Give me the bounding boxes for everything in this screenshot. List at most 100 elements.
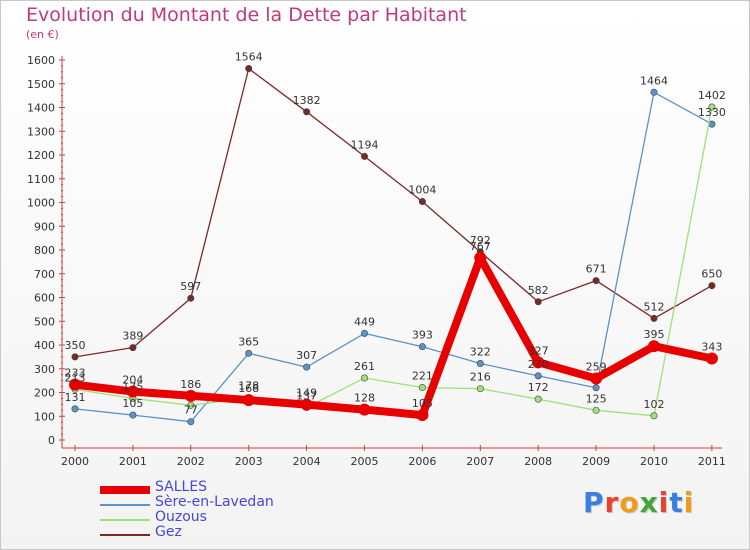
y-tick-label: 1500 [27, 78, 55, 91]
x-tick-label: 2002 [177, 455, 205, 468]
data-label: 102 [644, 398, 665, 411]
data-point [534, 372, 542, 380]
data-point [184, 389, 197, 402]
data-point [708, 103, 716, 111]
data-point [416, 409, 429, 422]
data-label: 233 [65, 367, 86, 380]
x-tick-label: 2010 [640, 455, 668, 468]
y-tick-label: 1400 [27, 102, 55, 115]
x-tick-label: 2003 [235, 455, 263, 468]
x-tick-label: 2001 [119, 455, 147, 468]
data-point [650, 412, 658, 420]
y-tick-label: 300 [34, 363, 55, 376]
legend-swatch [100, 504, 150, 506]
data-point [129, 344, 137, 352]
data-label: 343 [701, 341, 722, 354]
data-point [71, 353, 79, 361]
data-point [303, 108, 311, 116]
data-point [534, 395, 542, 403]
data-label: 77 [184, 404, 198, 417]
brand-letter: t [669, 486, 684, 519]
data-label: 172 [528, 381, 549, 394]
data-label: 1564 [235, 51, 263, 64]
brand-letter: r [604, 486, 620, 519]
data-point [648, 340, 660, 353]
data-point [300, 398, 313, 411]
data-point [245, 65, 253, 73]
data-label: 178 [238, 380, 259, 393]
data-label: 512 [644, 300, 665, 313]
data-label: 221 [412, 370, 433, 383]
data-label: 204 [122, 374, 143, 387]
data-label: 105 [122, 397, 143, 410]
brand-letter: x [639, 486, 659, 519]
data-label: 175 [122, 380, 143, 393]
data-point [708, 282, 716, 290]
data-point [360, 374, 368, 382]
data-point [360, 152, 368, 160]
data-point [303, 363, 311, 371]
data-point [242, 394, 255, 407]
brand-letter: i [683, 486, 695, 519]
data-label: 1194 [351, 138, 379, 151]
series-line-s-re-en-lavedan [74, 91, 713, 423]
data-point [476, 360, 484, 368]
data-label: 128 [354, 392, 375, 405]
data-point [705, 352, 718, 365]
x-tick-label: 2011 [698, 455, 726, 468]
data-point [187, 294, 195, 302]
y-tick-label: 800 [34, 244, 55, 257]
data-label: 261 [354, 360, 375, 373]
data-label: 186 [180, 378, 201, 391]
data-label: 650 [701, 268, 722, 281]
legend-swatch [100, 534, 150, 536]
data-point [474, 251, 487, 264]
y-tick-label: 600 [34, 292, 55, 305]
y-tick-label: 900 [34, 220, 55, 233]
data-point [590, 372, 603, 385]
data-point [534, 298, 542, 306]
data-label: 350 [65, 339, 86, 352]
data-point [187, 418, 195, 426]
data-label: 125 [586, 392, 607, 405]
data-point [476, 385, 484, 393]
data-label: 1402 [698, 89, 726, 102]
data-point [245, 349, 253, 357]
series-line-salles [71, 253, 716, 420]
data-label: 1330 [698, 106, 726, 119]
y-tick-label: 500 [34, 315, 55, 328]
data-point [592, 277, 600, 285]
y-tick-label: 1000 [27, 197, 55, 210]
data-point [418, 198, 426, 206]
data-label: 131 [65, 391, 86, 404]
y-tick-label: 1100 [27, 173, 55, 186]
data-label: 393 [412, 329, 433, 342]
brand-logo: Proxiti [583, 486, 694, 519]
legend-swatch [100, 486, 150, 494]
data-label: 137 [296, 389, 317, 402]
data-point [418, 384, 426, 392]
y-tick-label: 0 [48, 434, 55, 447]
y-tick-label: 700 [34, 268, 55, 281]
brand-letter: i [658, 486, 670, 519]
legend-label: Sère-en-Lavedan [155, 494, 274, 510]
data-point [187, 401, 195, 409]
x-tick-label: 2008 [524, 455, 552, 468]
legend-label: SALLES [155, 479, 208, 495]
x-tick-label: 2005 [351, 455, 379, 468]
data-point [129, 411, 137, 419]
x-tick-label: 2006 [408, 455, 436, 468]
data-point [592, 384, 600, 392]
y-tick-label: 100 [34, 410, 55, 423]
data-point [592, 406, 600, 414]
data-label: 149 [296, 387, 317, 400]
data-point [71, 405, 79, 413]
data-label: 395 [644, 328, 665, 341]
y-tick-label: 200 [34, 387, 55, 400]
data-label: 792 [470, 234, 491, 247]
data-label: 1464 [640, 74, 668, 87]
data-label: 307 [296, 349, 317, 362]
data-point [650, 88, 658, 96]
